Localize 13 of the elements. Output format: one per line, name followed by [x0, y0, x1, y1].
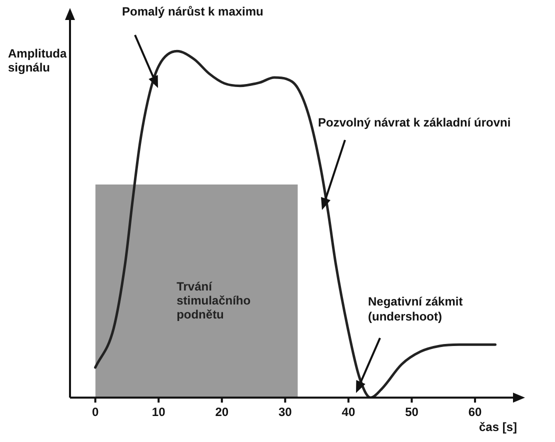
- text: Pomalý nárůst k maximu: [122, 4, 264, 18]
- annotation: Pozvolný návrat k základní úrovni: [318, 115, 511, 130]
- x-tick-label: 50: [405, 405, 419, 420]
- x-tick-label: 40: [342, 405, 356, 420]
- annotation: Negativní zákmit (undershoot): [368, 294, 463, 324]
- x-tick-label: 0: [92, 405, 99, 420]
- series-label: Trvání stimulačního podnětu: [176, 279, 251, 322]
- x-axis-title: čas [s]: [478, 420, 517, 434]
- x-tick-label: 20: [215, 405, 229, 420]
- x-tick-label: 10: [152, 405, 166, 420]
- x-tick-label: 60: [468, 405, 482, 420]
- y-axis-title: Amplituda signálu: [8, 46, 67, 74]
- x-tick-label: 30: [278, 405, 292, 420]
